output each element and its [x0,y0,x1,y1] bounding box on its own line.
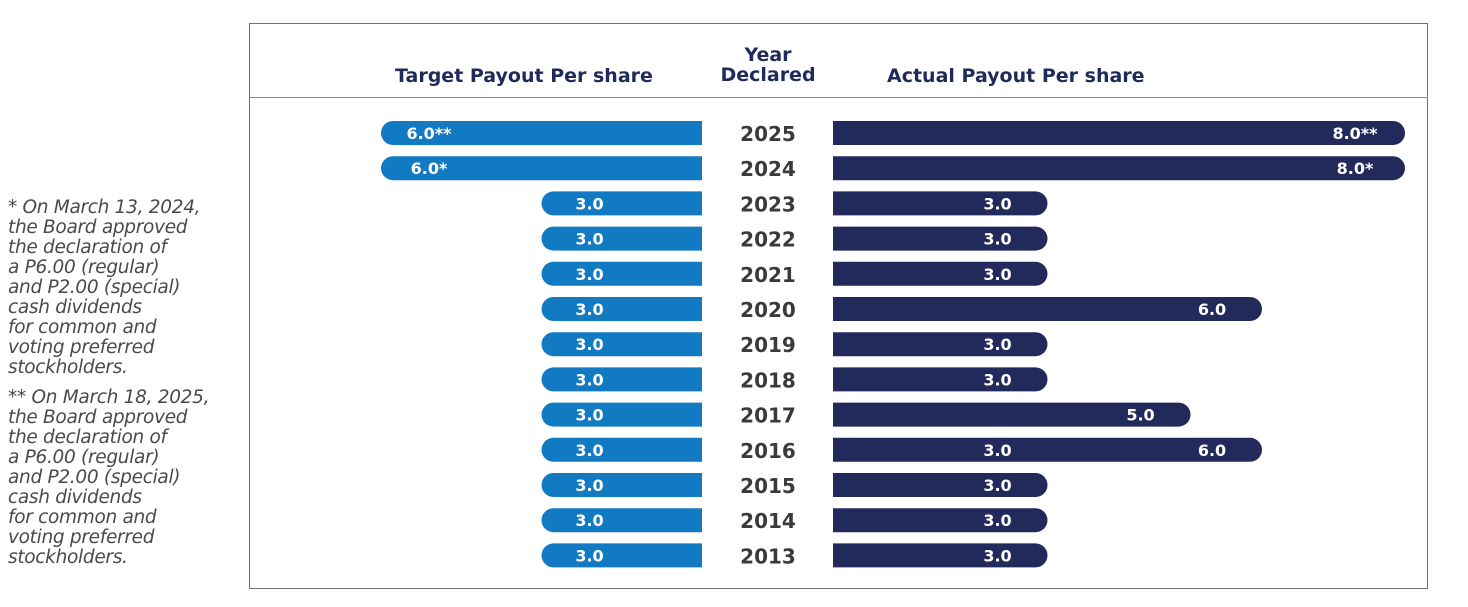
target-bar-2021 [541,261,702,286]
actual-bar-2016 [833,437,1262,462]
actual-bar-2019 [833,332,1048,357]
target-bar-2019 [541,332,702,357]
target-label-2024: 6.0* [411,159,448,178]
target-label-2014: 3.0 [575,511,603,530]
year-label-2013: 2013 [740,544,796,568]
year-label-2021: 2021 [740,263,796,287]
actual-label-2019: 3.0 [983,335,1011,354]
actual-label-2018: 3.0 [983,370,1011,389]
year-label-2023: 2023 [740,192,796,216]
target-bar-2018 [541,367,702,392]
target-bar-2013 [541,543,702,568]
actual-label-2023: 3.0 [983,194,1011,213]
year-label-2019: 2019 [740,333,796,357]
actual-bar-2021 [833,261,1048,286]
year-header-line2: Declared [720,64,816,86]
target-label-2023: 3.0 [575,194,603,213]
year-label-2017: 2017 [740,404,796,428]
actual-bar-2024 [833,156,1405,181]
target-payout-header: Target Payout Per share [395,65,653,87]
target-bar-2014 [541,508,702,533]
footnote-single-asterisk: * On March 13, 2024, the Board approved … [8,197,201,378]
actual-label-2017: 5.0 [1126,406,1154,425]
actual-bar-2018 [833,367,1048,392]
year-label-2016: 2016 [740,439,796,463]
actual-bar-2014 [833,508,1048,533]
actual-bar-2017 [833,402,1191,427]
target-bar-2017 [541,402,702,427]
chart-frame [249,23,1428,589]
year-label-2014: 2014 [740,509,796,533]
target-label-2015: 3.0 [575,476,603,495]
target-label-2013: 3.0 [575,546,603,565]
actual-payout-header: Actual Payout Per share [887,65,1145,87]
target-bar-2023 [541,191,702,216]
actual-label-2024: 8.0* [1337,159,1374,178]
target-label-2020: 3.0 [575,300,603,319]
header-divider [249,97,1428,98]
actual-bar-2015 [833,473,1048,497]
year-header-line1: Year [744,44,792,66]
target-bar-2025 [381,121,702,145]
actual-bar-2025 [833,121,1405,145]
target-bar-2015 [541,473,702,497]
footnote-double-asterisk: ** On March 18, 2025, the Board approved… [8,387,210,568]
target-bar-2020 [541,297,702,321]
year-label-2025: 2025 [740,122,796,146]
actual-label-2013: 3.0 [983,546,1011,565]
actual-bar-2022 [833,226,1048,251]
actual-label-2022: 3.0 [983,230,1011,249]
actual-label-2014: 3.0 [983,511,1011,530]
target-label-2018: 3.0 [575,370,603,389]
target-label-2022: 3.0 [575,230,603,249]
year-label-2020: 2020 [740,298,796,322]
target-bar-2024 [381,156,702,181]
year-label-2015: 2015 [740,474,796,498]
actual-label-2016: 6.0 [1198,441,1226,460]
target-label-2016: 3.0 [575,441,603,460]
year-label-2022: 2022 [740,228,796,252]
actual-label-2025: 8.0** [1332,124,1378,143]
actual-label-2020: 6.0 [1198,300,1226,319]
target-label-2017: 3.0 [575,406,603,425]
year-label-2024: 2024 [740,157,796,181]
target-label-2021: 3.0 [575,265,603,284]
target-bar-2016 [541,437,702,462]
target-label-2025: 6.0** [406,124,452,143]
actual-bar-2023 [833,191,1048,216]
target-bar-2022 [541,226,702,251]
year-label-2018: 2018 [740,368,796,392]
target-label-2019: 3.0 [575,335,603,354]
year-declared-header: Year Declared [720,45,815,85]
actual-label-2015: 3.0 [983,476,1011,495]
actual-bar-2020 [833,297,1262,321]
actual-extra-label-2016: 3.0 [983,441,1011,460]
actual-bar-2013 [833,543,1048,568]
actual-label-2021: 3.0 [983,265,1011,284]
